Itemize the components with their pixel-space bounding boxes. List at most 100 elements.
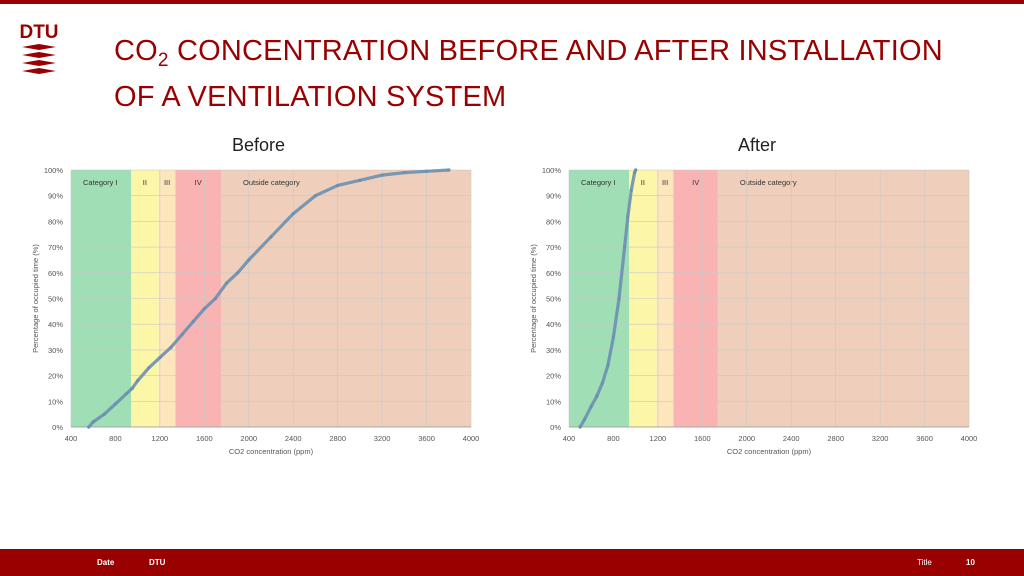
y-tick-label: 10%	[48, 397, 63, 406]
x-tick-label: 4000	[961, 434, 978, 443]
y-tick-label: 0%	[550, 423, 561, 432]
y-tick-label: 80%	[546, 217, 561, 226]
data-point	[424, 169, 429, 173]
after-label: After	[738, 135, 777, 155]
data-point	[617, 296, 621, 301]
data-point	[224, 281, 229, 285]
data-point	[626, 214, 630, 218]
x-tick-label: 800	[607, 434, 620, 443]
title-line-1: CO2 CONCENTRATION BEFORE AND AFTER INSTA…	[114, 28, 974, 74]
title-line-2: OF A VENTILATION SYSTEM	[114, 81, 507, 113]
dtu-logo: DTU	[20, 22, 58, 74]
data-point	[158, 356, 162, 360]
x-tick-label: 1200	[152, 434, 169, 443]
y-tick-label: 40%	[48, 320, 63, 329]
data-point	[202, 307, 206, 311]
band-label: Outside category	[740, 178, 797, 187]
y-tick-label: 40%	[546, 320, 561, 329]
footer-title: Title	[917, 558, 932, 567]
slide-title: CO2 CONCENTRATION BEFORE AND AFTER INSTA…	[114, 28, 974, 120]
footer-page-number: 10	[966, 558, 975, 567]
data-point	[600, 381, 604, 385]
y-tick-label: 60%	[546, 269, 561, 278]
x-tick-label: 3200	[872, 434, 889, 443]
y-tick-label: 50%	[546, 295, 561, 304]
x-tick-label: 800	[109, 434, 122, 443]
data-point	[611, 335, 616, 339]
y-tick-label: 20%	[546, 372, 561, 381]
x-tick-label: 2800	[329, 434, 346, 443]
data-point	[136, 379, 140, 383]
x-tick-label: 2400	[783, 434, 800, 443]
x-tick-label: 400	[65, 434, 78, 443]
data-point	[91, 420, 95, 424]
y-tick-label: 70%	[546, 243, 561, 252]
data-point	[213, 296, 218, 301]
before-label: Before	[232, 135, 286, 155]
data-point	[629, 188, 633, 193]
data-point	[87, 425, 91, 429]
y-tick-label: 20%	[48, 372, 63, 381]
data-point	[634, 168, 638, 172]
x-tick-label: 2000	[738, 434, 755, 443]
x-tick-label: 1600	[196, 434, 213, 443]
data-point	[291, 212, 295, 216]
data-point	[595, 394, 599, 398]
data-point	[313, 194, 318, 198]
footer-org: DTU	[149, 558, 166, 567]
data-point	[606, 363, 610, 367]
y-axis-label: Percentage of occupied time (%)	[31, 244, 40, 353]
dtu-logo-text: DTU	[20, 22, 58, 43]
y-tick-label: 30%	[48, 346, 63, 355]
data-point	[180, 332, 184, 337]
x-tick-label: 3200	[374, 434, 391, 443]
before-chart: Category I II III IV Outside category0%10%20…	[31, 166, 480, 456]
x-tick-label: 2000	[240, 434, 257, 443]
data-point	[191, 320, 195, 324]
footer-date: Date	[97, 558, 115, 567]
y-tick-label: 100%	[542, 166, 562, 175]
x-axis-label: CO2 concentration (ppm)	[727, 447, 812, 456]
band-label: Outside category	[243, 178, 300, 187]
band-label: III	[662, 178, 668, 187]
x-tick-label: 1600	[694, 434, 711, 443]
data-point	[269, 235, 273, 239]
title-co: CO	[114, 35, 158, 67]
data-point	[589, 404, 593, 409]
y-tick-label: 90%	[48, 192, 63, 201]
data-point	[236, 271, 240, 275]
data-point	[447, 168, 451, 172]
footer-bar: Date DTU Title 10	[0, 549, 1024, 576]
x-tick-label: 3600	[418, 434, 435, 443]
x-tick-label: 1200	[650, 434, 667, 443]
data-point	[632, 170, 637, 175]
data-point	[578, 425, 582, 429]
x-tick-label: 2800	[827, 434, 844, 443]
y-tick-label: 30%	[546, 346, 561, 355]
band-label: II	[641, 178, 645, 187]
x-tick-label: 4000	[463, 434, 480, 443]
data-point	[169, 345, 173, 349]
x-tick-label: 2400	[285, 434, 302, 443]
x-tick-label: 400	[563, 434, 576, 443]
y-tick-label: 50%	[48, 295, 63, 304]
x-tick-label: 3600	[916, 434, 933, 443]
y-tick-label: 90%	[546, 192, 561, 201]
data-point	[113, 402, 118, 406]
y-tick-label: 70%	[48, 243, 63, 252]
band-label: Category I	[581, 178, 616, 187]
data-point	[247, 258, 251, 262]
y-tick-label: 10%	[546, 397, 561, 406]
data-point	[130, 386, 134, 391]
data-point	[582, 417, 587, 421]
y-tick-label: 100%	[44, 166, 64, 175]
title-rest: CONCENTRATION BEFORE AND AFTER INSTALLAT…	[168, 35, 943, 67]
data-point	[124, 391, 129, 396]
data-point	[402, 170, 406, 175]
x-axis-label: CO2 concentration (ppm)	[229, 447, 314, 456]
data-point	[147, 366, 151, 370]
band-label: Category I	[83, 178, 118, 187]
data-point	[622, 245, 627, 249]
data-point	[380, 173, 384, 177]
top-accent-bar	[0, 0, 1024, 4]
